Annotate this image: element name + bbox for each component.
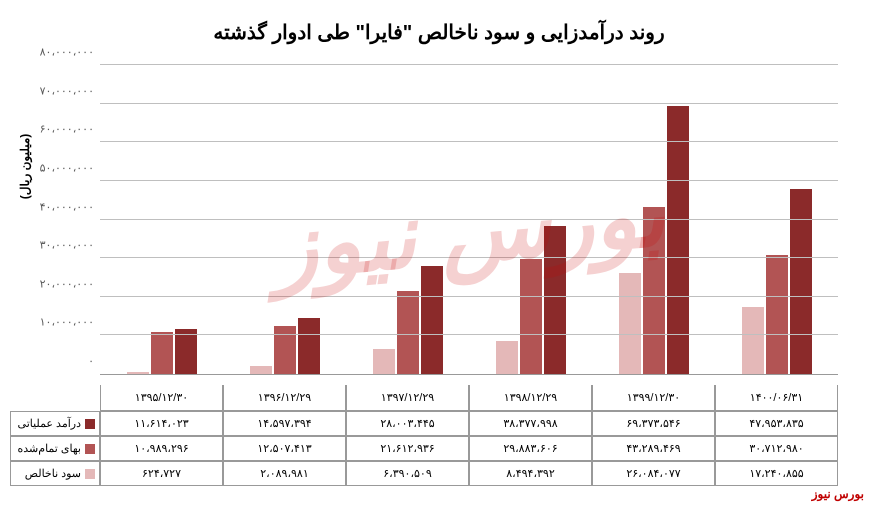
bar-group — [100, 65, 223, 374]
x-axis-label: ۱۳۹۹/۱۲/۳۰ — [592, 385, 715, 411]
series-name: درآمد عملیاتی — [18, 417, 81, 430]
legend-swatch — [85, 444, 95, 454]
grid-line — [100, 296, 838, 297]
plot: ۰۱۰،۰۰۰،۰۰۰۲۰،۰۰۰،۰۰۰۳۰،۰۰۰،۰۰۰۴۰،۰۰۰،۰۰… — [100, 65, 838, 375]
bar-group — [592, 65, 715, 374]
data-cell: ۶۲۴،۷۲۷ — [100, 461, 223, 486]
data-cell: ۲،۰۸۹،۹۸۱ — [223, 461, 346, 486]
data-cell: ۳۰،۷۱۲،۹۸۰ — [715, 436, 838, 461]
y-tick-label: ۵۰،۰۰۰،۰۰۰ — [40, 161, 100, 174]
data-cell: ۱۰،۹۸۹،۲۹۶ — [100, 436, 223, 461]
y-tick-label: ۰ — [88, 355, 100, 368]
bar-group — [715, 65, 838, 374]
x-axis-label: ۱۴۰۰/۰۶/۳۱ — [715, 385, 838, 411]
bar — [520, 259, 542, 374]
grid-line — [100, 141, 838, 142]
bar — [496, 341, 518, 374]
data-cell: ۲۹،۸۸۳،۶۰۶ — [469, 436, 592, 461]
series-header: بهای تمام‌شده — [10, 436, 100, 461]
series-name: سود ناخالص — [25, 467, 81, 480]
y-tick-label: ۳۰،۰۰۰،۰۰۰ — [40, 239, 100, 252]
data-row: سود ناخالص ۶۲۴،۷۲۷۲،۰۸۹،۹۸۱۶،۳۹۰،۵۰۹۸،۴۹۴… — [10, 461, 838, 486]
bar-group — [469, 65, 592, 374]
bar — [421, 266, 443, 374]
grid-line — [100, 334, 838, 335]
bar — [250, 366, 272, 374]
bar — [373, 349, 395, 374]
y-tick-label: ۱۰،۰۰۰،۰۰۰ — [40, 316, 100, 329]
x-axis-label: ۱۳۹۷/۱۲/۲۹ — [346, 385, 469, 411]
data-cell: ۱۲،۵۰۷،۴۱۳ — [223, 436, 346, 461]
y-tick-label: ۷۰،۰۰۰،۰۰۰ — [40, 84, 100, 97]
data-cell: ۳۸،۳۷۷،۹۹۸ — [469, 411, 592, 436]
data-cell: ۲۶،۰۸۴،۰۷۷ — [592, 461, 715, 486]
chart-plot-area: (میلیون ریال) ۰۱۰،۰۰۰،۰۰۰۲۰،۰۰۰،۰۰۰۳۰،۰۰… — [100, 65, 838, 385]
bar — [742, 307, 764, 374]
y-tick-label: ۸۰،۰۰۰،۰۰۰ — [40, 46, 100, 59]
data-cell: ۱۴،۵۹۷،۳۹۴ — [223, 411, 346, 436]
x-axis-row: ۱۳۹۵/۱۲/۳۰۱۳۹۶/۱۲/۲۹۱۳۹۷/۱۲/۲۹۱۳۹۸/۱۲/۲۹… — [10, 385, 838, 411]
chart-title: روند درآمدزایی و سود ناخالص "فایرا" طی ا… — [10, 20, 868, 45]
series-name: بهای تمام‌شده — [18, 442, 82, 455]
bar — [544, 226, 566, 374]
grid-line — [100, 219, 838, 220]
bar — [619, 273, 641, 374]
bar — [397, 291, 419, 374]
data-cell: ۶،۳۹۰،۵۰۹ — [346, 461, 469, 486]
chart-container: روند درآمدزایی و سود ناخالص "فایرا" طی ا… — [0, 0, 878, 507]
data-cell: ۴۳،۲۸۹،۴۶۹ — [592, 436, 715, 461]
x-labels: ۱۳۹۵/۱۲/۳۰۱۳۹۶/۱۲/۲۹۱۳۹۷/۱۲/۲۹۱۳۹۸/۱۲/۲۹… — [100, 385, 838, 411]
y-axis-label: (میلیون ریال) — [18, 134, 32, 200]
x-axis-label: ۱۳۹۶/۱۲/۲۹ — [223, 385, 346, 411]
bar — [790, 189, 812, 374]
bar — [766, 255, 788, 374]
bar — [151, 332, 173, 374]
grid-line — [100, 180, 838, 181]
bar — [274, 326, 296, 374]
y-tick-label: ۲۰،۰۰۰،۰۰۰ — [40, 277, 100, 290]
grid-line — [100, 64, 838, 65]
footer-credit: بورس نیوز — [812, 487, 864, 501]
bar — [298, 318, 320, 374]
grid-line — [100, 103, 838, 104]
bar — [127, 372, 149, 374]
data-cell: ۱۷،۲۴۰،۸۵۵ — [715, 461, 838, 486]
y-tick-label: ۶۰،۰۰۰،۰۰۰ — [40, 123, 100, 136]
bar-group — [346, 65, 469, 374]
bar-group — [223, 65, 346, 374]
data-row: بهای تمام‌شده ۱۰،۹۸۹،۲۹۶۱۲،۵۰۷،۴۱۳۲۱،۶۱۲،… — [10, 436, 838, 461]
grid-line — [100, 257, 838, 258]
y-tick-label: ۴۰،۰۰۰،۰۰۰ — [40, 200, 100, 213]
bar-groups — [100, 65, 838, 374]
data-table: درآمد عملیاتی ۱۱،۶۱۴،۰۲۳۱۴،۵۹۷،۳۹۴۲۸،۰۰۳،… — [10, 411, 868, 486]
data-cell: ۸،۴۹۴،۳۹۲ — [469, 461, 592, 486]
x-axis-label: ۱۳۹۸/۱۲/۲۹ — [469, 385, 592, 411]
data-cell: ۲۸،۰۰۳،۴۴۵ — [346, 411, 469, 436]
data-row: درآمد عملیاتی ۱۱،۶۱۴،۰۲۳۱۴،۵۹۷،۳۹۴۲۸،۰۰۳،… — [10, 411, 838, 436]
data-cell: ۴۷،۹۵۳،۸۳۵ — [715, 411, 838, 436]
bar — [175, 329, 197, 374]
legend-swatch — [85, 419, 95, 429]
legend-swatch — [85, 469, 95, 479]
series-header: درآمد عملیاتی — [10, 411, 100, 436]
x-axis-label: ۱۳۹۵/۱۲/۳۰ — [100, 385, 223, 411]
data-cell: ۶۹،۳۷۳،۵۴۶ — [592, 411, 715, 436]
series-header: سود ناخالص — [10, 461, 100, 486]
bar — [643, 207, 665, 374]
data-cell: ۲۱،۶۱۲،۹۳۶ — [346, 436, 469, 461]
data-cell: ۱۱،۶۱۴،۰۲۳ — [100, 411, 223, 436]
